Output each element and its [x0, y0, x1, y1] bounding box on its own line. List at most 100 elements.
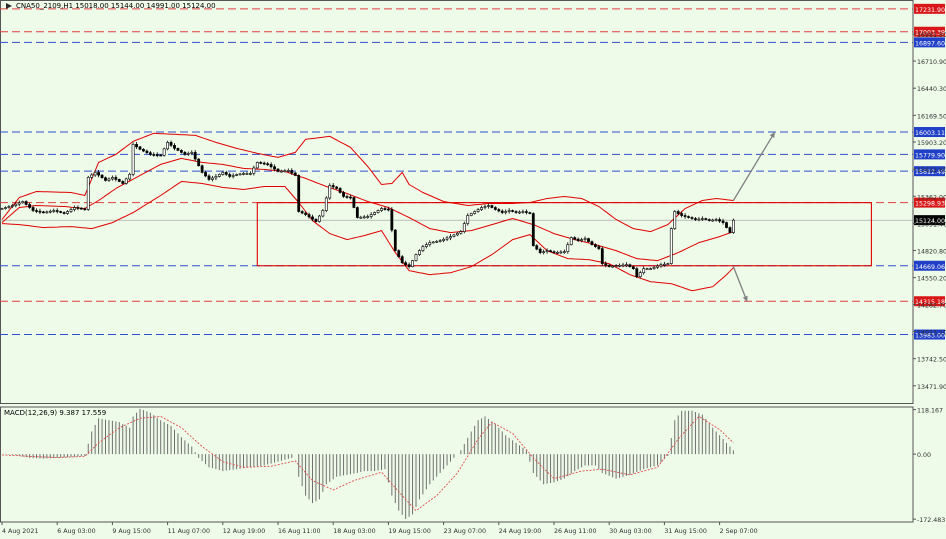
candle-body — [542, 251, 546, 253]
candle-body — [545, 250, 549, 252]
candle-body — [107, 178, 111, 181]
candle-body — [255, 162, 259, 169]
candle-body — [200, 165, 204, 173]
candle-body — [280, 170, 283, 173]
candle-body — [328, 185, 332, 199]
candle-body — [117, 179, 121, 182]
candle-body — [321, 210, 325, 217]
candle-body — [135, 144, 138, 148]
main-plot-frame — [0, 0, 914, 404]
level-price-tag — [914, 37, 945, 48]
candle-body — [728, 227, 732, 233]
candle-body — [676, 211, 680, 214]
candle-body — [128, 174, 132, 180]
candle-body — [611, 265, 615, 268]
candle-body — [418, 250, 421, 255]
candle-body — [300, 211, 304, 214]
candle-body — [193, 152, 197, 160]
candle-body — [224, 172, 228, 175]
candle-body — [500, 210, 504, 213]
candle-body — [97, 172, 101, 176]
candle-body — [452, 234, 456, 237]
candle-body — [518, 211, 521, 214]
candle-body — [390, 209, 394, 231]
candle-body — [324, 197, 328, 211]
one-click-trading-icon[interactable] — [6, 3, 12, 9]
candle-body — [290, 170, 294, 174]
candle-body — [652, 267, 656, 269]
candle-body — [111, 177, 114, 180]
candle-body — [635, 268, 639, 277]
candle-body — [180, 150, 183, 153]
candle-body — [286, 170, 290, 172]
candle-body — [162, 148, 166, 156]
candle-body — [190, 152, 194, 154]
candle-body — [362, 216, 366, 219]
candle-body — [421, 246, 425, 251]
candle-body — [35, 210, 38, 212]
price-axis-label: 16169.50 — [917, 113, 946, 120]
candle-body — [449, 236, 452, 239]
price-axis-label: 15091.40 — [917, 221, 946, 228]
candle-body — [142, 149, 145, 152]
candle-body — [197, 158, 201, 167]
bollinger-lower-line — [1, 180, 734, 292]
candle-body — [642, 268, 646, 273]
candle-body — [31, 207, 35, 211]
candle-body — [259, 162, 263, 164]
macd-signal-line — [1, 415, 734, 512]
time-axis-label: 24 Aug 19:00 — [499, 528, 541, 535]
candle-body — [245, 173, 249, 175]
candle-body — [121, 181, 125, 184]
candle-body — [556, 251, 559, 254]
candle-body — [497, 209, 501, 212]
candle-body — [721, 220, 725, 223]
candle-body — [114, 177, 118, 180]
candle-body — [521, 211, 525, 213]
candle-body — [373, 212, 377, 215]
level-price-tag — [914, 296, 945, 307]
candle-body — [662, 263, 666, 266]
candle-body — [14, 203, 18, 206]
candle-body — [673, 211, 677, 229]
level-price-tag — [914, 197, 945, 208]
candle-body — [311, 216, 314, 220]
candle-body — [69, 209, 73, 212]
candle-body — [83, 208, 87, 211]
candle-body — [683, 215, 687, 217]
candle-body — [607, 264, 611, 267]
candle-body — [552, 251, 556, 253]
range-box — [256, 202, 872, 267]
candle-body — [531, 213, 535, 246]
candle-body — [45, 211, 49, 214]
candle-body — [148, 152, 152, 155]
level-price-label: 17231.90 — [915, 7, 945, 14]
candle-body — [90, 174, 94, 178]
candle-body — [411, 260, 414, 267]
macd-info: MACD(12,26,9) 9.387 17.559 — [4, 409, 106, 417]
time-axis-label: 4 Aug 2021 — [2, 528, 38, 535]
level-price-label: 16003.11 — [915, 130, 945, 137]
candle-body — [535, 245, 539, 250]
candle-body — [38, 210, 42, 213]
time-axis-label: 6 Aug 03:00 — [57, 528, 95, 535]
candle-body — [176, 148, 180, 151]
candle-body — [562, 251, 566, 253]
candle-body — [469, 213, 473, 216]
level-price-tag — [914, 127, 945, 138]
price-axis-label: 14550.20 — [917, 276, 946, 283]
candle-body — [238, 173, 242, 176]
candle-body — [66, 211, 69, 214]
candle-body — [369, 214, 373, 217]
price-axis-label: 15362.00 — [917, 194, 946, 201]
candle-body — [614, 265, 618, 267]
candle-body — [504, 211, 508, 213]
candle-body — [704, 218, 708, 220]
candle-body — [155, 154, 159, 157]
candle-body — [431, 241, 435, 244]
candle-body — [590, 241, 594, 245]
projection-arrow-head — [769, 132, 775, 139]
